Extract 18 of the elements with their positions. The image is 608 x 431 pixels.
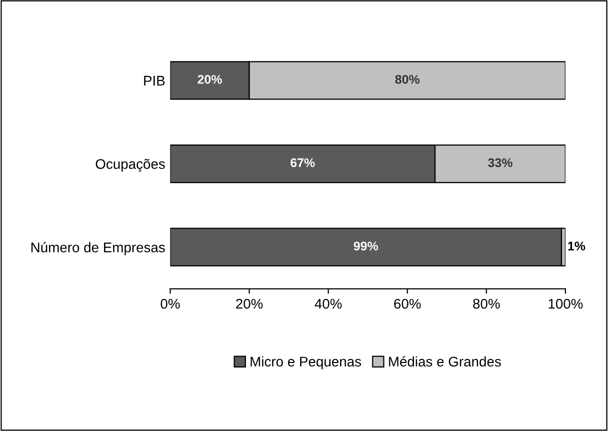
y-tick-label: Ocupações [96, 158, 165, 172]
x-tick-label: 40% [314, 298, 342, 309]
x-tick-label: 60% [394, 298, 421, 309]
legend-label: Micro e Pequenas [250, 356, 362, 370]
y-tick-label: PIB [144, 76, 165, 86]
data-label: 1% [568, 242, 586, 250]
bar [170, 228, 562, 266]
y-tick-label: Número de Empresas [31, 242, 165, 256]
data-label: 80% [395, 74, 420, 84]
x-tick-label: 80% [473, 298, 500, 309]
data-label: 20% [198, 74, 222, 84]
x-tick-label: 100% [548, 298, 583, 309]
data-label: 99% [354, 242, 378, 250]
x-tick-label: 20% [236, 298, 263, 309]
data-label: 67% [290, 158, 315, 168]
legend-label: Médias e Grandes [389, 356, 501, 367]
data-label: 33% [488, 158, 512, 168]
x-tick-label: 0% [160, 298, 180, 309]
